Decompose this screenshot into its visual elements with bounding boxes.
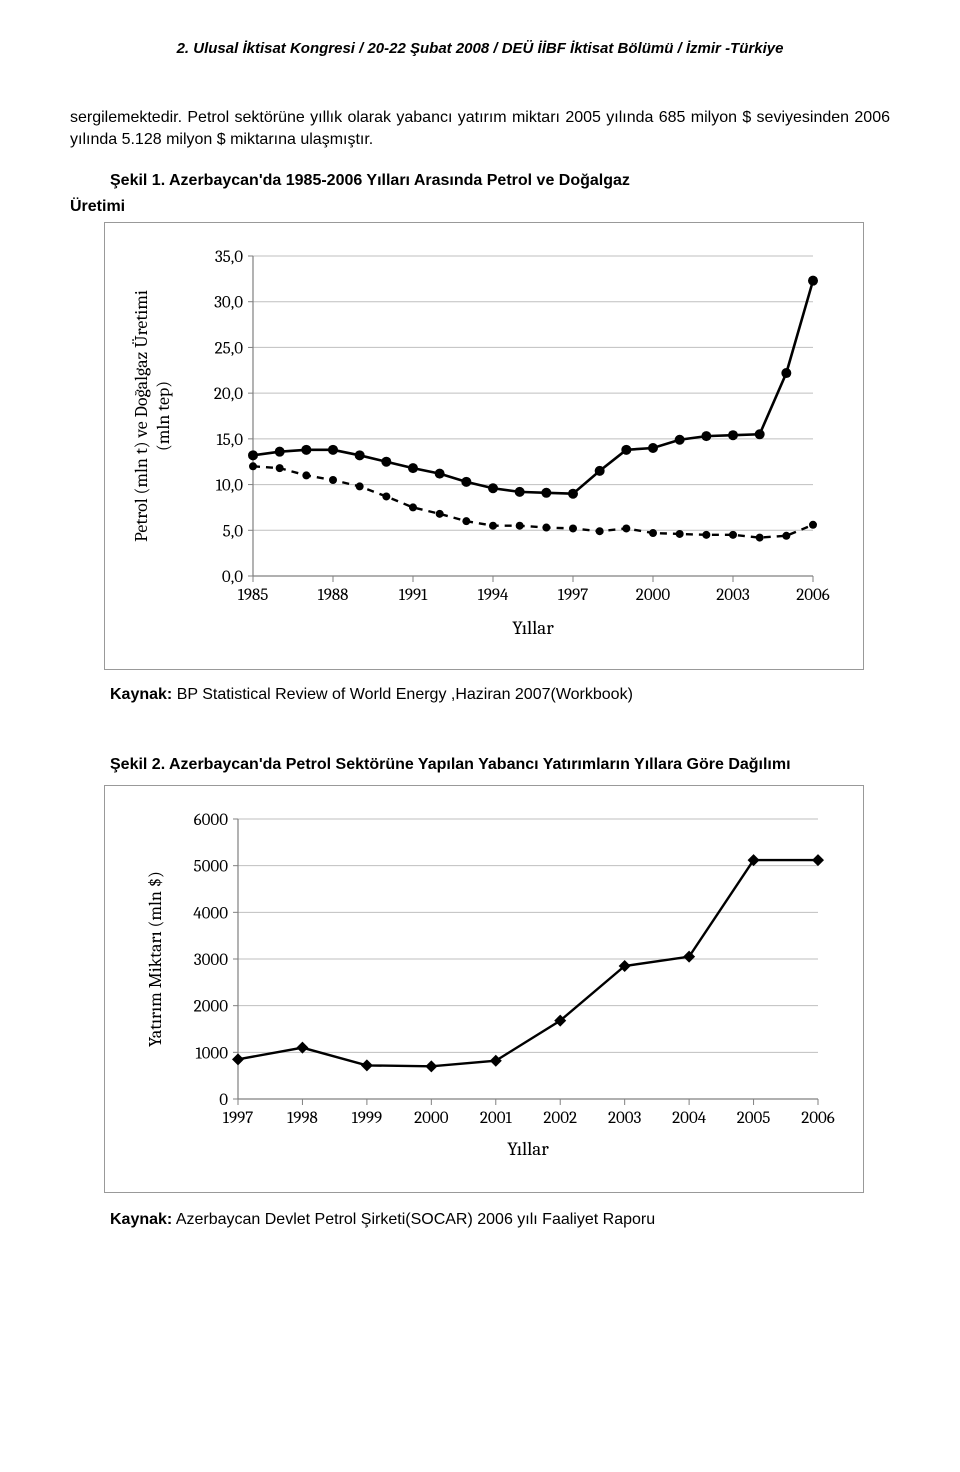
fig2-source-bold: Kaynak: <box>110 1211 172 1228</box>
svg-text:35,0: 35,0 <box>215 248 243 267</box>
svg-text:30,0: 30,0 <box>214 294 243 313</box>
svg-text:25,0: 25,0 <box>215 340 244 359</box>
intro-paragraph: sergilemektedir. Petrol sektörüne yıllık… <box>70 107 890 152</box>
svg-text:2000: 2000 <box>194 997 229 1016</box>
svg-text:2002: 2002 <box>543 1109 577 1128</box>
svg-text:15,0: 15,0 <box>216 431 243 450</box>
svg-text:1985: 1985 <box>238 586 269 605</box>
svg-text:2005: 2005 <box>737 1109 771 1128</box>
fig1-source: Kaynak: BP Statistical Review of World E… <box>110 686 890 704</box>
svg-text:2006: 2006 <box>801 1109 835 1128</box>
svg-text:5000: 5000 <box>194 857 229 876</box>
svg-text:3000: 3000 <box>194 951 228 970</box>
svg-text:0,0: 0,0 <box>222 568 243 587</box>
fig1-source-text: BP Statistical Review of World Energy ,H… <box>172 686 633 703</box>
svg-text:1998: 1998 <box>287 1109 318 1128</box>
page-root: 2. Ulusal İktisat Kongresi / 20-22 Şubat… <box>0 0 960 1269</box>
svg-text:2006: 2006 <box>796 586 830 605</box>
svg-text:4000: 4000 <box>193 904 228 923</box>
svg-text:2000: 2000 <box>414 1109 449 1128</box>
svg-text:10,0: 10,0 <box>216 477 243 496</box>
svg-text:Yıllar: Yıllar <box>507 1138 549 1160</box>
fig2-source-text: Azerbaycan Devlet Petrol Şirketi(SOCAR) … <box>172 1211 655 1228</box>
svg-text:20,0: 20,0 <box>214 385 243 404</box>
svg-text:2001: 2001 <box>480 1109 513 1128</box>
fig2-caption: Şekil 2. Azerbaycan'da Petrol Sektörüne … <box>110 754 890 776</box>
svg-text:6000: 6000 <box>194 811 229 830</box>
fig1-source-bold: Kaynak: <box>110 686 172 703</box>
svg-text:2000: 2000 <box>636 586 671 605</box>
page-header: 2. Ulusal İktisat Kongresi / 20-22 Şubat… <box>70 40 890 57</box>
fig2-source: Kaynak: Azerbaycan Devlet Petrol Şirketi… <box>110 1211 890 1229</box>
svg-text:1999: 1999 <box>352 1109 383 1128</box>
fig1-caption: Şekil 1. Azerbaycan'da 1985-2006 Yılları… <box>110 170 890 192</box>
chart2-box: 0 1000 2000 3000 4000 5000 6000 1997 1998 1999 200… <box>104 785 864 1193</box>
svg-text:1988: 1988 <box>318 586 349 605</box>
svg-text:1997: 1997 <box>223 1109 253 1128</box>
svg-text:(mln tep): (mln tep) <box>153 381 174 451</box>
chart1-svg: 0,0 5,0 10,0 15,0 20,0 25,0 30,0 35,0 1985 1988 19… <box>123 241 843 651</box>
svg-text:5,0: 5,0 <box>223 522 244 541</box>
fig1-caption-text: Şekil 1. Azerbaycan'da 1985-2006 Yılları… <box>110 172 630 189</box>
svg-text:2003: 2003 <box>608 1109 642 1128</box>
svg-text:Petrol (mln t) ve Doğalgaz Üre: Petrol (mln t) ve Doğalgaz Üretimi <box>131 290 152 542</box>
svg-text:1994: 1994 <box>478 586 509 605</box>
chart1-box: 0,0 5,0 10,0 15,0 20,0 25,0 30,0 35,0 1985 1988 19… <box>104 222 864 670</box>
svg-text:Yıllar: Yıllar <box>512 617 554 639</box>
svg-text:2004: 2004 <box>672 1109 707 1128</box>
chart2-svg: 0 1000 2000 3000 4000 5000 6000 1997 1998 1999 200… <box>123 804 843 1174</box>
svg-text:1991: 1991 <box>399 586 428 605</box>
fig1-uretimi: Üretimi <box>70 198 890 216</box>
svg-text:0: 0 <box>219 1091 228 1110</box>
svg-text:1997: 1997 <box>558 586 588 605</box>
svg-text:2003: 2003 <box>716 586 750 605</box>
svg-text:Yatırım Miktarı (mln $): Yatırım Miktarı (mln $) <box>145 871 166 1047</box>
svg-text:1000: 1000 <box>195 1044 228 1063</box>
